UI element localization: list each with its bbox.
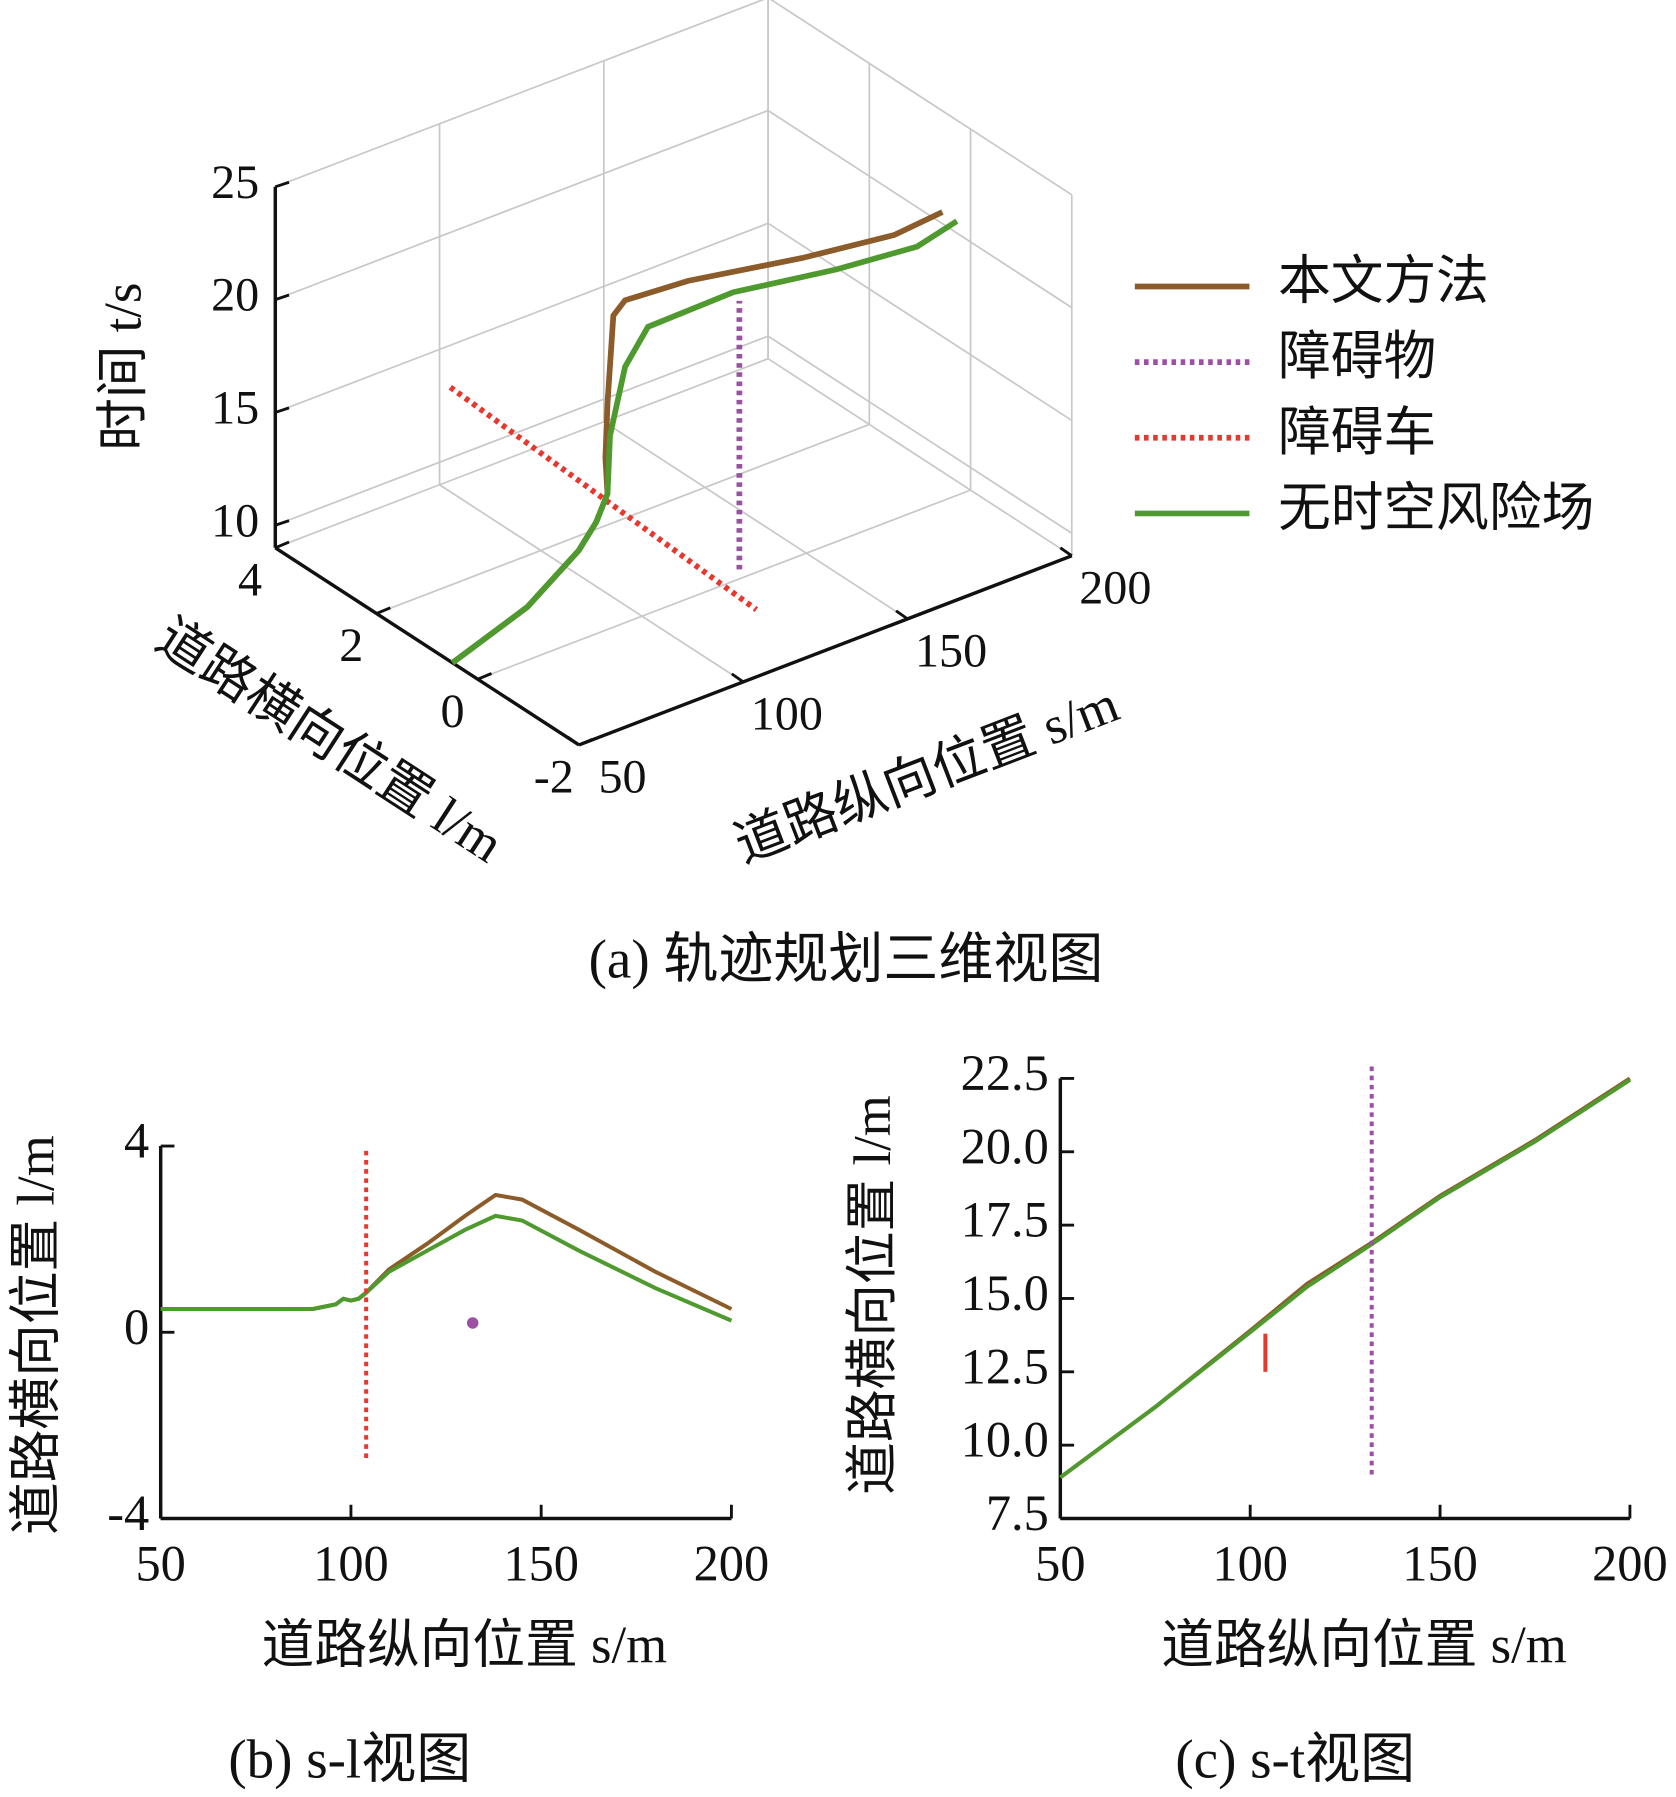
z-axis-label: 时间 t/s xyxy=(95,283,153,451)
x-tick-label: 200 xyxy=(694,1536,770,1592)
y-tick-label: 15.0 xyxy=(961,1265,1049,1321)
grid-line xyxy=(439,484,744,683)
x-tick-label: 200 xyxy=(1079,562,1151,615)
y-tick-label: 2 xyxy=(339,619,363,672)
y-tick-label: 4 xyxy=(238,554,262,607)
y-axis-label: 道路横向位置 l/m xyxy=(8,1135,66,1535)
z-tick-label: 10 xyxy=(211,494,259,547)
z-tick-label: 15 xyxy=(211,381,259,434)
grid-line xyxy=(376,423,870,615)
tick-mark xyxy=(274,293,290,301)
grid-line xyxy=(770,0,1073,196)
y-tick-label: 20.0 xyxy=(961,1118,1049,1174)
tick-mark xyxy=(274,180,290,189)
y-tick-label: 0 xyxy=(124,1299,149,1355)
y-tick-label: 22.5 xyxy=(961,1045,1049,1101)
grid-line xyxy=(603,421,908,620)
tick-mark xyxy=(730,672,745,684)
x-tick-label: 50 xyxy=(135,1536,185,1592)
grid-line xyxy=(274,109,769,301)
legend-label: 障碍物 xyxy=(1278,328,1436,386)
series-line xyxy=(160,1213,733,1323)
x-axis-label: 道路纵向位置 s/m xyxy=(1161,1616,1567,1674)
series-line xyxy=(448,384,759,612)
y-tick-label: 7.5 xyxy=(986,1485,1049,1541)
y-tick-label: 12.5 xyxy=(961,1338,1049,1394)
x-axis xyxy=(578,554,1073,747)
y-axis xyxy=(274,546,580,747)
y-axis-label: 道路横向位置 l/m xyxy=(844,1095,902,1495)
series-line xyxy=(160,1192,733,1312)
grid-line xyxy=(274,335,769,527)
x-tick-label: 150 xyxy=(503,1536,579,1592)
x-tick-label: 100 xyxy=(751,688,823,741)
x-axis-label: 道路纵向位置 s/m xyxy=(262,1616,668,1674)
grid-line xyxy=(767,335,1073,534)
data-point xyxy=(466,1317,479,1329)
y-tick-label: 4 xyxy=(124,1113,149,1169)
y-tick-label: -2 xyxy=(534,751,574,804)
grid-line xyxy=(274,0,765,188)
tick-mark xyxy=(566,735,580,747)
tick-mark xyxy=(274,406,290,414)
legend-label: 本文方法 xyxy=(1278,253,1489,311)
grid-line xyxy=(767,109,1073,309)
tick-mark xyxy=(895,609,909,621)
y-tick-label: -4 xyxy=(107,1485,149,1541)
x-tick-label: 150 xyxy=(1402,1536,1478,1592)
x-tick-label: 50 xyxy=(1035,1536,1085,1592)
z-tick-label: 25 xyxy=(211,156,259,209)
tick-mark xyxy=(274,540,290,550)
grid-line xyxy=(477,489,971,681)
x-tick-label: 200 xyxy=(1592,1536,1668,1592)
tick-mark xyxy=(274,519,290,527)
chart-title: (b) s-l视图 xyxy=(228,1729,471,1790)
y-axis-label: 道路横向位置 l/m xyxy=(146,608,513,874)
tick-mark xyxy=(1059,546,1073,558)
y-tick-label: 10.0 xyxy=(961,1412,1049,1468)
y-tick-label: 0 xyxy=(441,685,465,738)
grid-line xyxy=(767,357,1073,557)
z-tick-label: 20 xyxy=(211,269,259,322)
chart-title: (c) s-t视图 xyxy=(1175,1729,1415,1790)
legend-label: 无时空风险场 xyxy=(1278,480,1594,538)
y-tick-label: 17.5 xyxy=(961,1192,1049,1248)
tick-mark xyxy=(477,672,493,681)
grid-line xyxy=(274,222,769,414)
tick-mark xyxy=(578,737,594,747)
x-tick-label: 50 xyxy=(598,751,646,804)
x-tick-label: 100 xyxy=(1212,1536,1288,1592)
chart-title: (a) 轨迹规划三维视图 xyxy=(589,929,1104,990)
series-line xyxy=(1059,1078,1632,1480)
legend-label: 障碍车 xyxy=(1278,404,1436,462)
series-line xyxy=(450,218,959,666)
x-tick-label: 100 xyxy=(313,1536,389,1592)
tick-mark xyxy=(375,606,391,615)
series-line xyxy=(1059,1076,1632,1480)
grid-line xyxy=(274,357,769,549)
x-tick-label: 150 xyxy=(915,625,987,678)
